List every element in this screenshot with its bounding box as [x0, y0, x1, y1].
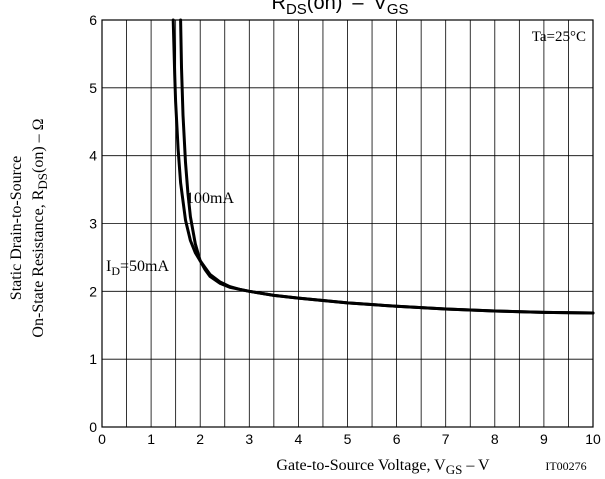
title-r: R [271, 0, 285, 14]
figure-code: IT00276 [545, 459, 586, 473]
y-axis-label-line2-sub: DS [35, 173, 50, 190]
y-tick-label: 3 [89, 216, 97, 232]
x-tick-label: 5 [344, 431, 352, 447]
y-tick-label: 1 [89, 351, 97, 367]
y-axis-label-line2: On-State Resistance, RDS(on) – Ω [30, 118, 50, 337]
series-line-id-50mA [179, 18, 595, 315]
x-axis-label-post: – V [462, 457, 490, 474]
y-tick-label: 2 [89, 283, 97, 299]
x-tick-label: 9 [540, 431, 548, 447]
curve-label-50mA-sub: D [111, 264, 120, 278]
curve-label-50mA-suffix: =50mA [120, 258, 169, 275]
chart-title: RDS(on) – VGS [271, 0, 408, 18]
x-tick-label: 0 [98, 431, 106, 447]
x-tick-labels: 0 1 2 3 4 5 6 7 8 9 10 [98, 431, 601, 447]
x-axis-label-pre: Gate-to-Source Voltage, V [276, 457, 446, 474]
title-dash: – [352, 0, 364, 14]
y-axis-label-line2-post: (on) – Ω [30, 118, 47, 173]
title-r-sub: DS [286, 1, 307, 18]
series-lines [171, 18, 595, 315]
y-tick-label: 0 [89, 419, 97, 435]
y-axis-label-line2-pre: On-State Resistance, R [30, 189, 47, 337]
x-tick-label: 1 [147, 431, 155, 447]
y-tick-label: 4 [89, 148, 97, 164]
series-line-id-100mA [171, 18, 595, 315]
y-tick-label: 6 [89, 12, 97, 28]
x-tick-label: 6 [393, 431, 401, 447]
x-tick-label: 2 [196, 431, 204, 447]
y-tick-label: 5 [89, 80, 97, 96]
title-r-rest: (on) [307, 0, 343, 14]
x-tick-label: 10 [585, 431, 601, 447]
x-tick-label: 8 [491, 431, 499, 447]
curve-label-100mA: 100mA [186, 190, 234, 207]
curve-label-50mA-prefix: I [106, 258, 111, 275]
y-axis-label-line1: Static Drain-to-Source [8, 156, 25, 300]
y-tick-labels: 0 1 2 3 4 5 6 [89, 12, 97, 435]
x-axis-label: Gate-to-Source Voltage, VGS – V [276, 457, 490, 477]
title-v: V [373, 0, 387, 14]
title-v-sub: GS [387, 1, 409, 18]
plot-frame [101, 19, 594, 428]
curve-label-50mA: ID=50mA [106, 258, 169, 278]
y-axis-label: Static Drain-to-Source On-State Resistan… [8, 118, 50, 337]
condition-label: Ta=25°C [532, 29, 586, 45]
x-tick-label: 4 [295, 431, 303, 447]
x-tick-label: 7 [442, 431, 450, 447]
x-axis-label-sub: GS [446, 462, 463, 477]
x-tick-label: 3 [245, 431, 253, 447]
